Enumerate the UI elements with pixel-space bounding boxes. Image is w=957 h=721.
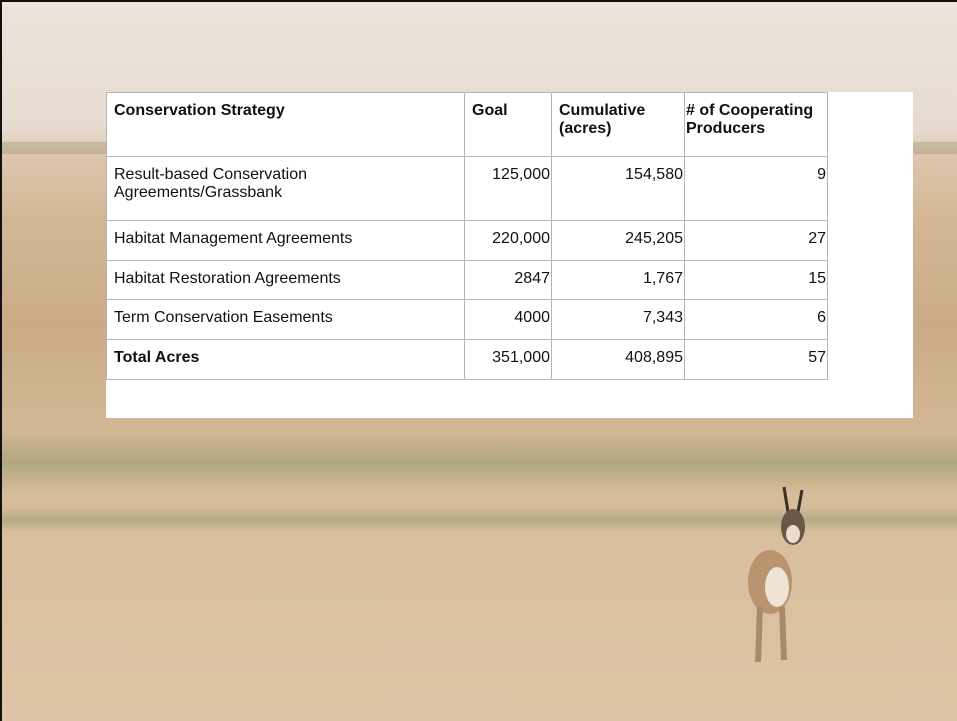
table-cell: 1,767 (552, 261, 685, 300)
table-panel: Conservation Strategy Goal Cumulative (a… (106, 92, 913, 418)
table-cell: 57 (685, 340, 828, 380)
slide: Conservation Strategy Goal Cumulative (a… (0, 0, 957, 721)
table-cell: 9 (685, 157, 828, 221)
table-cell: 7,343 (552, 300, 685, 340)
header-cell: Conservation Strategy (107, 93, 465, 157)
table: Conservation Strategy Goal Cumulative (a… (106, 92, 828, 380)
table-cell: 4000 (465, 300, 552, 340)
pronghorn (722, 482, 832, 672)
header-cell: # of Cooperating Producers (685, 93, 828, 157)
table-cell: 408,895 (552, 340, 685, 380)
header-cell: Cumulative (acres) (552, 93, 685, 157)
table-cell: 220,000 (465, 221, 552, 261)
table-row: Result-based Conservation Agreements/Gra… (107, 157, 828, 221)
table-cell: Habitat Restoration Agreements (107, 261, 465, 300)
table-cell: 154,580 (552, 157, 685, 221)
table-cell: 6 (685, 300, 828, 340)
table-cell: 245,205 (552, 221, 685, 261)
table-cell: 15 (685, 261, 828, 300)
table-cell: 2847 (465, 261, 552, 300)
table-cell: Result-based Conservation Agreements/Gra… (107, 157, 465, 221)
table-cell: 125,000 (465, 157, 552, 221)
header-cell: Goal (465, 93, 552, 157)
header-row: Conservation Strategy Goal Cumulative (a… (107, 93, 828, 157)
page: Conservation Strategy Goal Cumulative (a… (0, 0, 957, 721)
table-cell: 27 (685, 221, 828, 261)
table-cell: Term Conservation Easements (107, 300, 465, 340)
table-cell: Total Acres (107, 340, 465, 380)
table-cell: Habitat Management Agreements (107, 221, 465, 261)
table-cell: 351,000 (465, 340, 552, 380)
